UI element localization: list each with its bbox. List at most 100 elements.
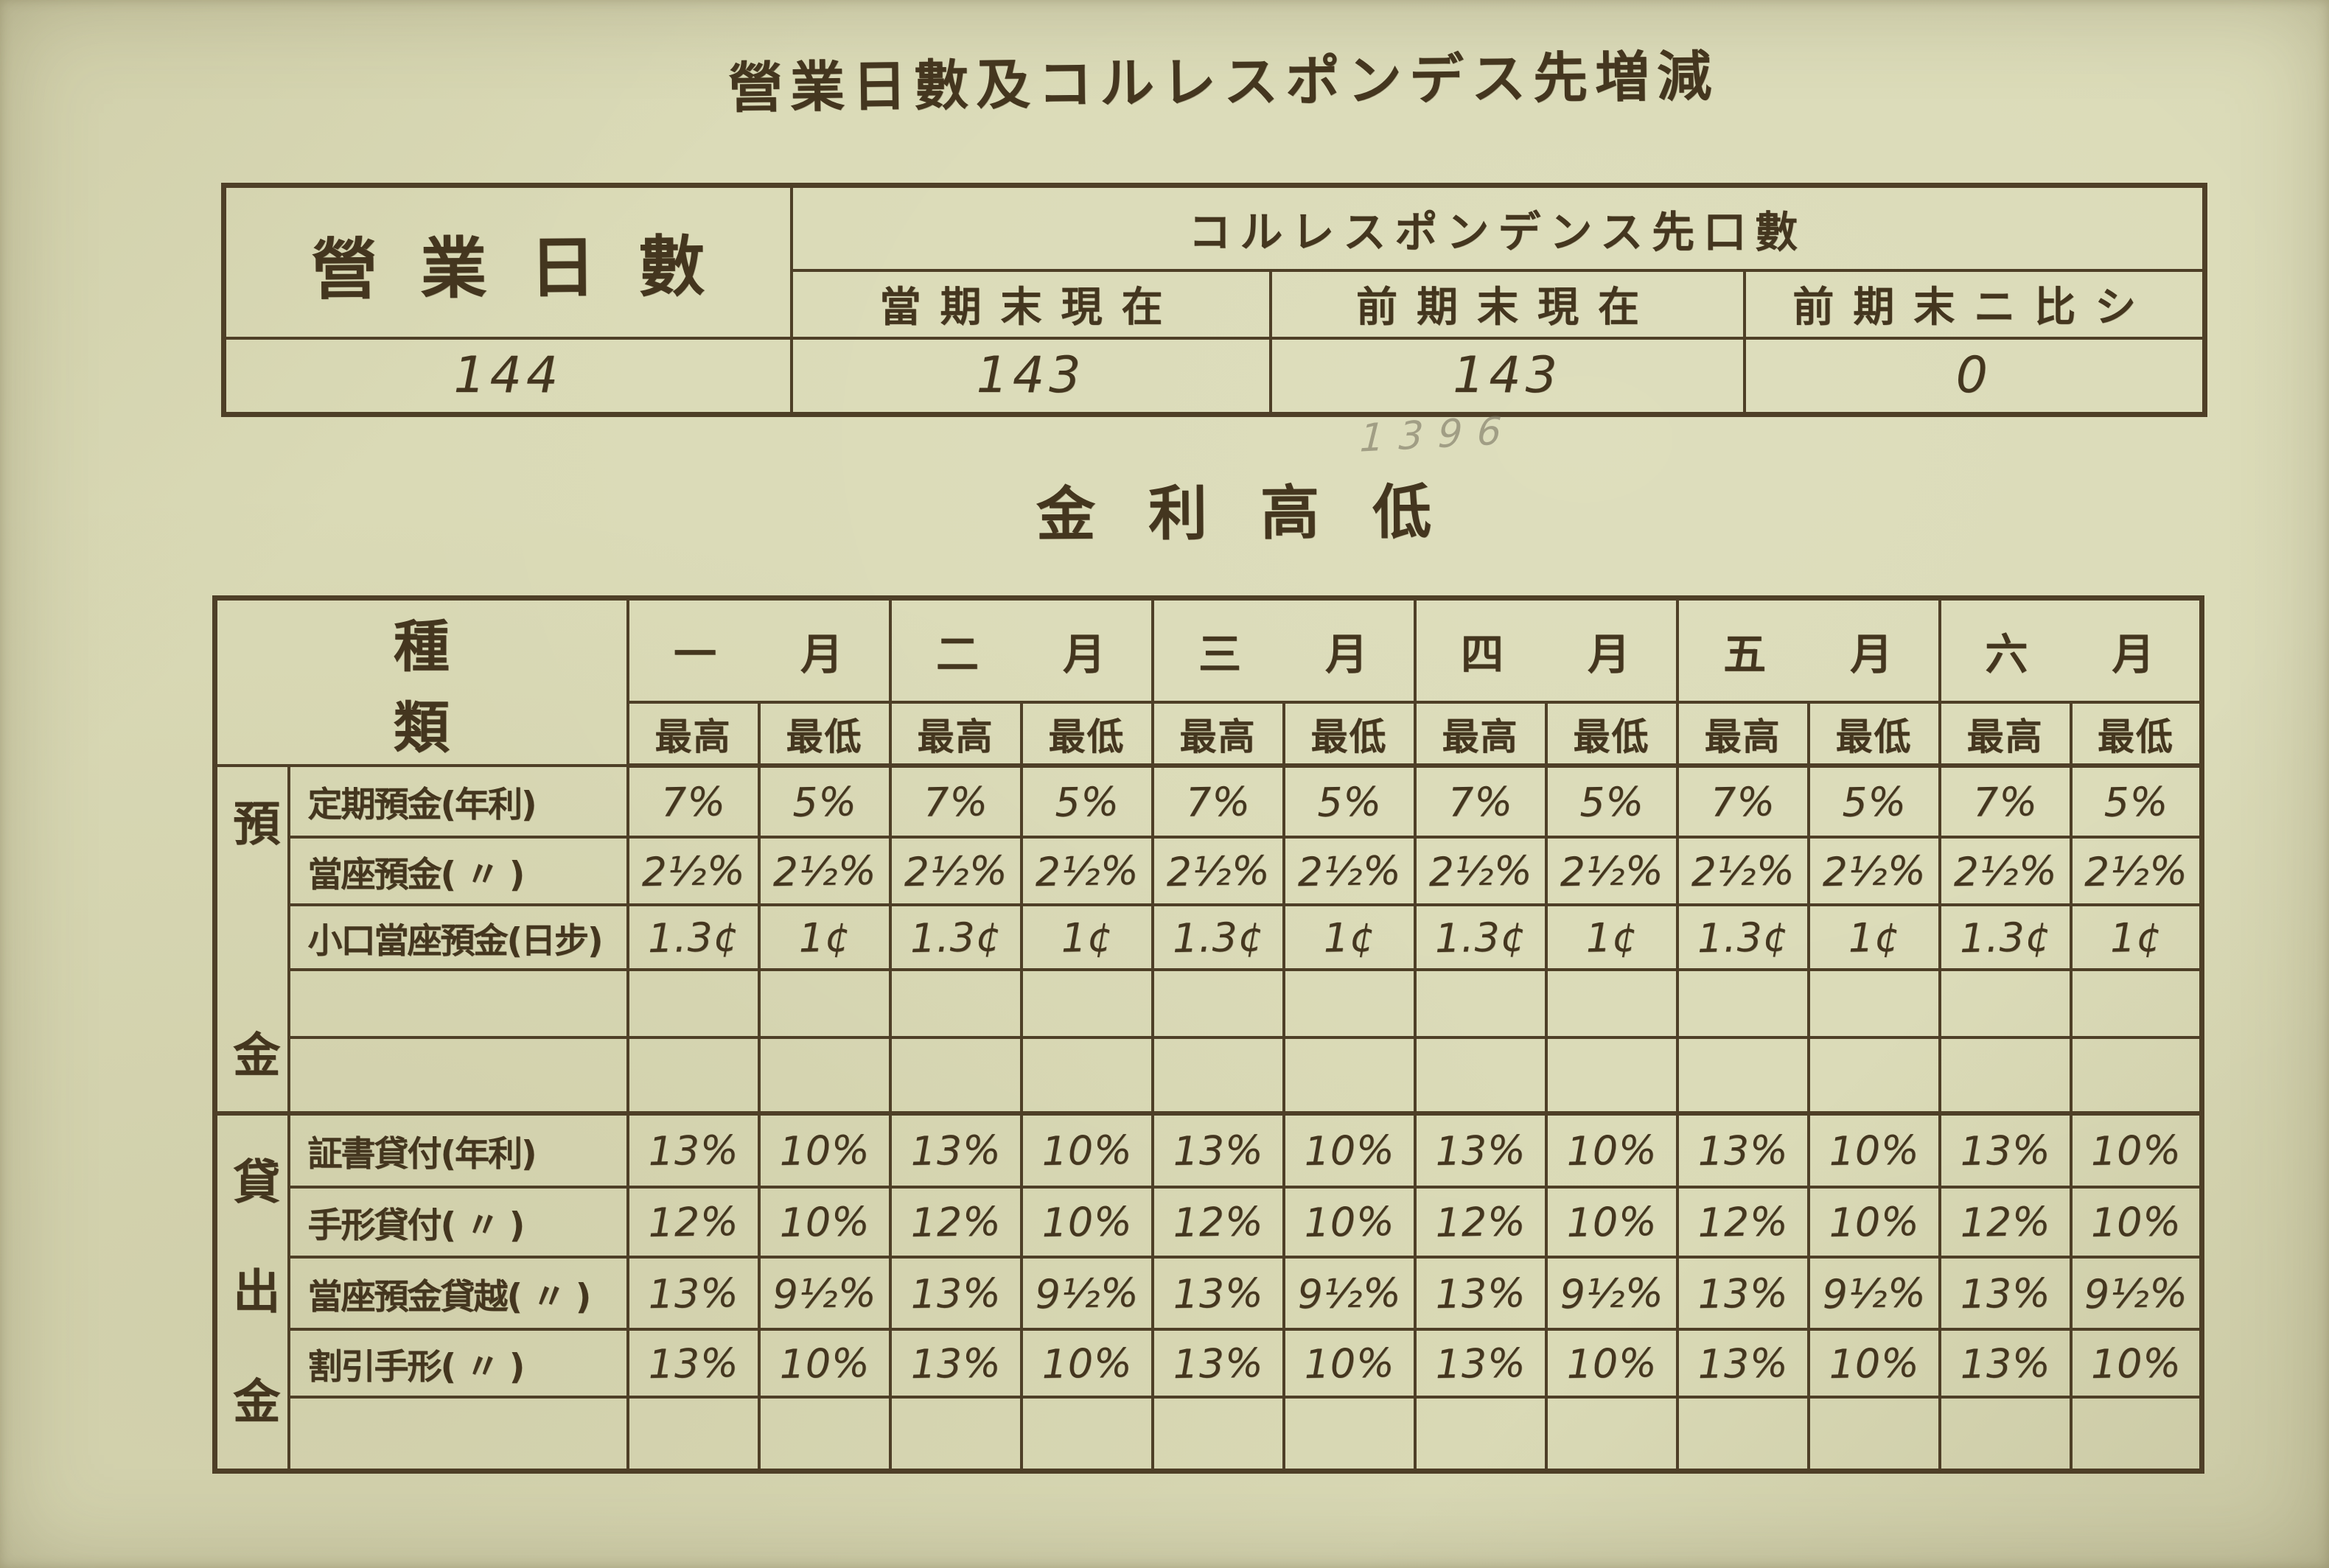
rate-row-koguchi-toza: 小口當座預金(日步) 1.3¢ 1¢ 1.3¢ 1¢ 1.3¢ 1¢ 1.3¢ … <box>215 903 2203 971</box>
empty-cell <box>1807 968 1941 1039</box>
rate-cell: 10% <box>1282 1112 1416 1189</box>
rate-cell: 5% <box>1282 764 1416 839</box>
rate-cell: 10% <box>1020 1186 1153 1259</box>
rate-row-toza-kashikoshi: 當座預金貸越( 〃 ) 13% 9½% 13% 9½% 13% 9½% 13% … <box>215 1256 2203 1331</box>
business-days-table: 營業日數 コルレスポンデンス先口數 當期末現在 前期末現在 前期末ニ比シ 144… <box>221 183 2208 417</box>
business-days-value: 144 <box>222 336 793 416</box>
rate-cell: 12% <box>1938 1186 2072 1259</box>
rate-row-waribiki-tegata: 割引手形( 〃 ) 13% 10% 13% 10% 13% 10% 13% 10… <box>215 1328 2203 1399</box>
rate-cell: 5% <box>2070 764 2203 839</box>
group-label-text: 預金 <box>225 798 280 1113</box>
empty-cell <box>758 968 891 1039</box>
rate-cell: 2½% <box>1938 836 2072 906</box>
rate-cell: 2½% <box>889 836 1022 906</box>
rate-cell: 13% <box>1414 1328 1547 1399</box>
rate-row-label: 手形貸付( 〃 ) <box>287 1186 629 1259</box>
rate-cell: 10% <box>758 1112 891 1189</box>
rate-cell: 2½% <box>626 836 760 906</box>
rate-cell: 13% <box>1938 1112 2072 1189</box>
min-header-cell: 最低 <box>2069 701 2204 768</box>
values-row: 144 143 143 0 <box>222 336 2207 416</box>
period-column-header: 當期末現在 <box>789 268 1272 340</box>
max-header-cell: 最高 <box>1938 701 2073 768</box>
rate-row-label: 割引手形( 〃 ) <box>287 1328 629 1399</box>
rate-cell: 10% <box>1807 1112 1941 1189</box>
rate-cell: 13% <box>1151 1328 1285 1399</box>
rate-cell: 10% <box>1807 1328 1941 1399</box>
empty-cell <box>1020 1396 1153 1472</box>
group-label-deposits: 預金 <box>213 764 290 1115</box>
max-header-cell: 最高 <box>626 701 761 768</box>
rate-cell: 9½% <box>2070 1256 2203 1331</box>
rate-cell: 10% <box>758 1186 891 1259</box>
empty-cell <box>1807 1036 1941 1115</box>
month-header-cell: 一 月 <box>626 596 892 704</box>
minmax-header-row: 最高 最低 最高 最低 最高 最低 最高 最低 最高 最低 最高 最低 <box>215 701 2204 768</box>
rate-cell: 1¢ <box>1807 903 1941 971</box>
rate-cell: 1¢ <box>1020 903 1153 971</box>
empty-cell <box>1807 1396 1941 1472</box>
business-days-label-cell: 營業日數 <box>223 183 792 340</box>
rate-cell: 9½% <box>758 1256 891 1331</box>
empty-cell <box>1151 1036 1285 1115</box>
rate-cell: 9½% <box>1020 1256 1153 1331</box>
month-header-cell: 五 月 <box>1675 596 1941 704</box>
rate-row-label: 小口當座預金(日步) <box>287 903 629 971</box>
rate-cell: 12% <box>1151 1186 1285 1259</box>
empty-cell <box>1938 968 2072 1039</box>
rate-cell: 13% <box>626 1112 760 1189</box>
empty-cell <box>1151 968 1285 1039</box>
month-header-cell: 六 月 <box>1938 596 2204 704</box>
rate-cell: 12% <box>889 1186 1022 1259</box>
empty-cell <box>1414 1036 1547 1115</box>
empty-cell <box>626 968 760 1039</box>
empty-cell <box>1414 1396 1547 1472</box>
rate-cell: 10% <box>1282 1328 1416 1399</box>
empty-row <box>215 1036 2203 1115</box>
empty-cell <box>2070 1396 2203 1472</box>
rate-cell: 7% <box>1676 764 1809 839</box>
rate-row-label: 當座預金貸越( 〃 ) <box>287 1256 629 1331</box>
rate-row-label <box>287 968 629 1039</box>
rate-row-label <box>287 1396 629 1472</box>
rate-cell: 1.3¢ <box>1676 903 1809 971</box>
rate-cell: 13% <box>889 1256 1022 1331</box>
empty-cell <box>758 1036 891 1115</box>
rate-cell: 2½% <box>1020 836 1153 906</box>
rate-cell: 9½% <box>1807 1256 1941 1331</box>
empty-cell <box>1545 968 1678 1039</box>
rate-row-label: 定期預金(年利) <box>287 764 629 839</box>
rate-cell: 5% <box>1807 764 1941 839</box>
empty-cell <box>1020 968 1153 1039</box>
rate-cell: 2½% <box>1676 836 1809 906</box>
rate-cell: 1.3¢ <box>1151 903 1285 971</box>
rate-cell: 5% <box>758 764 891 839</box>
interest-rates-table: 種類 一 月 二 月 三 月 四 月 五 月 六 月 最高 最低 最高 最低 最… <box>212 595 2205 1474</box>
rate-cell: 10% <box>1807 1186 1941 1259</box>
empty-cell <box>889 1036 1022 1115</box>
empty-cell <box>626 1036 760 1115</box>
kind-header-cell: 種類 <box>213 596 629 767</box>
empty-cell <box>1938 1036 2072 1115</box>
rate-cell: 12% <box>626 1186 760 1259</box>
min-header-cell: 最低 <box>757 701 892 768</box>
rate-cell: 12% <box>1414 1186 1547 1259</box>
empty-cell <box>1020 1036 1153 1115</box>
rate-row-tegata-kashitsuke: 手形貸付( 〃 ) 12% 10% 12% 10% 12% 10% 12% 10… <box>215 1186 2203 1259</box>
empty-cell <box>1282 968 1416 1039</box>
rate-cell: 10% <box>758 1328 891 1399</box>
month-header-cell: 三 月 <box>1150 596 1417 704</box>
page-title: 營業日數及コルレスポンデス先増減 <box>727 44 1719 121</box>
rate-cell: 10% <box>1545 1328 1678 1399</box>
rate-cell: 13% <box>889 1328 1022 1399</box>
rate-cell: 13% <box>1151 1256 1285 1331</box>
rate-cell: 10% <box>2070 1328 2203 1399</box>
rate-cell: 1¢ <box>1545 903 1678 971</box>
rate-cell: 2½% <box>1151 836 1285 906</box>
empty-cell <box>1545 1036 1678 1115</box>
rate-cell: 12% <box>1676 1186 1809 1259</box>
rate-cell: 10% <box>2070 1112 2203 1189</box>
pencil-note: 1396 <box>1358 408 1518 461</box>
period-column-header: 前期末ニ比シ <box>1742 268 2207 340</box>
